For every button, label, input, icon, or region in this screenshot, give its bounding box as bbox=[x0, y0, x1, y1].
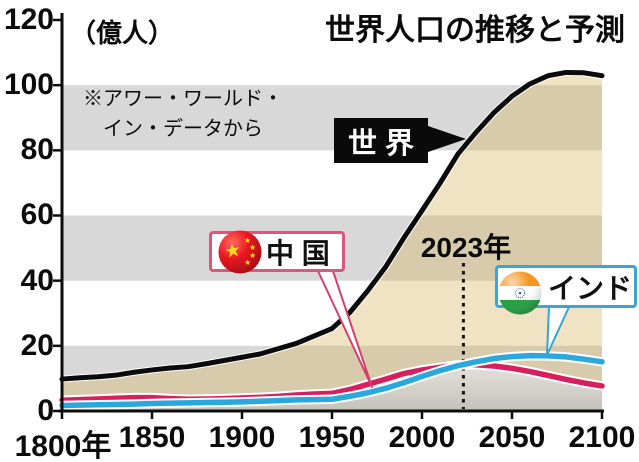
y-tick-label-80: 80 bbox=[20, 133, 54, 166]
svg-text:★: ★ bbox=[249, 251, 256, 260]
world-series-label: 世 界 bbox=[334, 118, 428, 163]
y-tick-label-100: 100 bbox=[3, 68, 54, 101]
india-series-label: インド bbox=[495, 265, 637, 315]
svg-text:★: ★ bbox=[244, 236, 251, 245]
y-axis-unit-label: （億人） bbox=[70, 18, 175, 48]
x-tick-label-2050: 2050 bbox=[478, 421, 546, 454]
axis-layer bbox=[53, 13, 604, 419]
y-tick-label-40: 40 bbox=[20, 264, 54, 297]
china-flag-icon: ★ ★ ★ ★ ★ bbox=[218, 230, 262, 274]
area-fill-layer bbox=[62, 72, 602, 411]
x-tick-label-1800: 1800年 bbox=[14, 430, 112, 462]
india-series-label-text: インド bbox=[548, 272, 633, 304]
china-series-label: ★ ★ ★ ★ ★ 中 国 bbox=[209, 230, 345, 274]
x-tick-label-2000: 2000 bbox=[388, 421, 456, 454]
world-line bbox=[59, 69, 605, 382]
india-flag-icon bbox=[498, 271, 542, 315]
y-tick-label-0: 0 bbox=[37, 394, 54, 427]
world-area-fill bbox=[62, 72, 602, 411]
svg-text:★: ★ bbox=[222, 239, 243, 264]
x-tick-label-2100: 2100 bbox=[568, 421, 636, 454]
world-series-label-text: 世 界 bbox=[347, 127, 415, 160]
india-line bbox=[59, 352, 605, 409]
svg-text:★: ★ bbox=[244, 258, 251, 267]
callout-pointer-layer bbox=[317, 270, 570, 388]
series-line-layer bbox=[57, 68, 607, 411]
chart-title: 世界人口の推移と予測 bbox=[325, 14, 625, 47]
y-tick-label-20: 20 bbox=[20, 329, 54, 362]
under-lines-area-fill bbox=[62, 364, 602, 411]
x-tick-label-1950: 1950 bbox=[298, 421, 366, 454]
china-series-label-text: 中 国 bbox=[266, 237, 330, 269]
source-note-line2: イン・データから bbox=[103, 118, 263, 140]
source-note-line1: ※アワー・ワールド・ bbox=[83, 88, 283, 110]
y-tick-label-60: 60 bbox=[20, 198, 54, 231]
marker-year-label: 2023年 bbox=[420, 232, 512, 263]
svg-text:★: ★ bbox=[249, 243, 256, 252]
china-line bbox=[59, 361, 605, 403]
world-label-pointer-icon bbox=[428, 126, 466, 152]
x-tick-label-1850: 1850 bbox=[118, 421, 186, 454]
source-note: ※アワー・ワールド・ イン・データから bbox=[76, 84, 290, 144]
x-tick-label-1900: 1900 bbox=[208, 421, 276, 454]
y-tick-label-120: 120 bbox=[3, 3, 54, 36]
